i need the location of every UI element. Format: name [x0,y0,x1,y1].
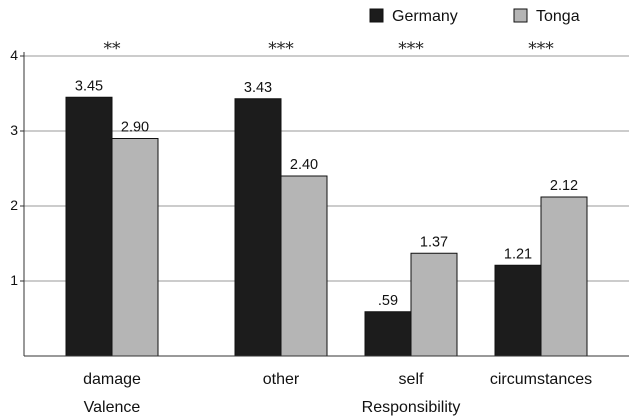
group-label-valence: Valence [84,399,141,416]
significance-label: ** [104,39,122,59]
y-tick-label: 1 [10,272,18,288]
group-labels: Valence Responsibility [84,399,461,416]
bar-germany-circumstances [494,264,542,357]
category-label: circumstances [490,371,592,388]
value-labels: 3.45 2.90 3.43 2.40 .59 1.37 1.21 2.12 [75,78,578,309]
legend-swatch-germany [369,8,384,23]
category-label: damage [83,371,141,388]
bar-tonga-damage [111,138,159,357]
legend-swatch-tonga [513,8,528,23]
significance-label: *** [398,39,424,59]
y-tick-label: 2 [10,197,18,213]
value-label: 2.90 [121,120,149,136]
value-label: 2.12 [550,178,578,194]
y-tick-label: 3 [10,122,18,138]
bars [65,96,588,357]
value-label: 3.43 [244,80,272,96]
bar-tonga-other [280,175,328,357]
bar-tonga-circumstances [540,196,588,357]
significance-labels: ** *** *** *** [104,39,555,59]
category-label: other [263,371,300,388]
value-label: .59 [378,293,398,309]
group-label-responsibility: Responsibility [362,399,461,416]
bar-tonga-self [410,252,458,357]
bar-germany-self [364,311,412,357]
value-label: 1.21 [504,246,532,262]
value-label: 1.37 [420,234,448,250]
significance-label: *** [528,39,554,59]
legend-label-tonga: Tonga [536,8,580,25]
value-label: 3.45 [75,78,103,94]
y-tick-label: 4 [10,47,18,63]
significance-label: *** [268,39,294,59]
axes [20,52,629,357]
value-label: 2.40 [290,157,318,173]
category-labels: damage other self circumstances [83,371,592,388]
legend-label-germany: Germany [392,8,458,25]
y-tick-labels: 1 2 3 4 [10,47,18,288]
bar-germany-damage [65,96,113,357]
category-label: self [399,371,424,388]
bar-germany-other [234,98,282,357]
legend: Germany Tonga [369,8,580,25]
